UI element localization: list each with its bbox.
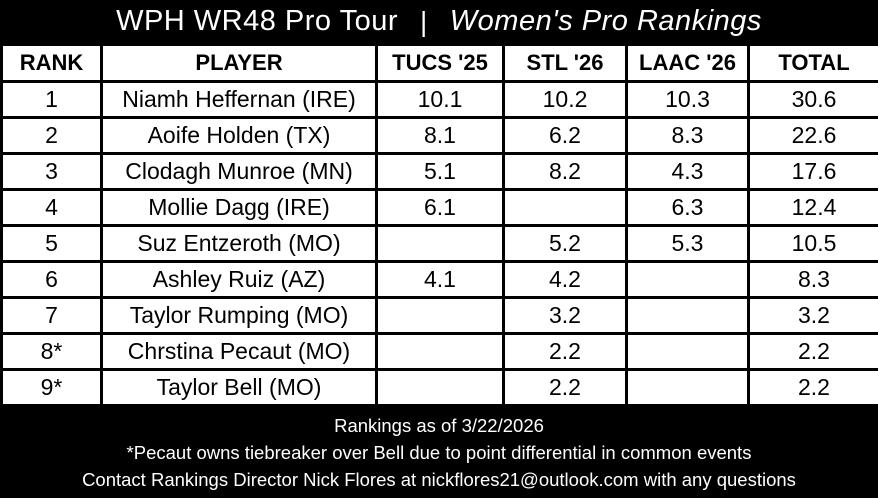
table-row: 1 Niamh Heffernan (IRE) 10.1 10.2 10.3 3… (0, 80, 878, 119)
footer-contact-info: Contact Rankings Director Nick Flores at… (82, 469, 796, 490)
stl-cell: 3.2 (502, 296, 628, 335)
stl-cell (502, 188, 628, 227)
table-row: 3 Clodagh Munroe (MN) 5.1 8.2 4.3 17.6 (0, 152, 878, 191)
table-row: 7 Taylor Rumping (MO) 3.2 3.2 (0, 296, 878, 335)
laac-cell: 10.3 (625, 80, 750, 119)
tucs-cell (375, 368, 505, 407)
table-row: 9* Taylor Bell (MO) 2.2 2.2 (0, 368, 878, 407)
total-cell: 2.2 (747, 368, 878, 407)
stl-cell: 2.2 (502, 332, 628, 371)
laac-cell: 6.3 (625, 188, 750, 227)
laac-cell (625, 296, 750, 335)
stl-cell: 2.2 (502, 368, 628, 407)
rank-cell: 2 (0, 116, 103, 155)
title-separator: | (420, 5, 428, 37)
table-row: 6 Ashley Ruiz (AZ) 4.1 4.2 8.3 (0, 260, 878, 299)
player-cell: Aoife Holden (TX) (100, 116, 378, 155)
rank-cell: 8* (0, 332, 103, 371)
stl-cell: 6.2 (502, 116, 628, 155)
total-cell: 22.6 (747, 116, 878, 155)
tucs-cell (375, 332, 505, 371)
rank-cell: 3 (0, 152, 103, 191)
total-cell: 17.6 (747, 152, 878, 191)
total-cell: 10.5 (747, 224, 878, 263)
player-cell: Taylor Bell (MO) (100, 368, 378, 407)
tucs-cell: 10.1 (375, 80, 505, 119)
title-tour-name: WPH WR48 Pro Tour (116, 5, 399, 37)
total-cell: 8.3 (747, 260, 878, 299)
stl-cell: 8.2 (502, 152, 628, 191)
page-title: WPH WR48 Pro Tour | Women's Pro Rankings (0, 0, 878, 43)
player-cell: Clodagh Munroe (MN) (100, 152, 378, 191)
column-header-player: PLAYER (100, 43, 378, 83)
tucs-cell: 8.1 (375, 116, 505, 155)
rankings-table: RANK PLAYER TUCS '25 STL '26 LAAC '26 TO… (0, 43, 878, 407)
stl-cell: 4.2 (502, 260, 628, 299)
player-cell: Ashley Ruiz (AZ) (100, 260, 378, 299)
tucs-cell (375, 296, 505, 335)
tucs-cell: 4.1 (375, 260, 505, 299)
tucs-cell: 6.1 (375, 188, 505, 227)
table-row: 4 Mollie Dagg (IRE) 6.1 6.3 12.4 (0, 188, 878, 227)
column-header-laac: LAAC '26 (625, 43, 750, 83)
player-cell: Mollie Dagg (IRE) (100, 188, 378, 227)
rank-cell: 9* (0, 368, 103, 407)
column-header-rank: RANK (0, 43, 103, 83)
table-header-row: RANK PLAYER TUCS '25 STL '26 LAAC '26 TO… (0, 43, 878, 83)
stl-cell: 5.2 (502, 224, 628, 263)
total-cell: 12.4 (747, 188, 878, 227)
column-header-tucs: TUCS '25 (375, 43, 505, 83)
player-cell: Niamh Heffernan (IRE) (100, 80, 378, 119)
rank-cell: 1 (0, 80, 103, 119)
tucs-cell: 5.1 (375, 152, 505, 191)
player-cell: Suz Entzeroth (MO) (100, 224, 378, 263)
footer: Rankings as of 3/22/2026 *Pecaut owns ti… (0, 407, 878, 493)
laac-cell (625, 260, 750, 299)
table-row: 8* Chrstina Pecaut (MO) 2.2 2.2 (0, 332, 878, 371)
table-row: 2 Aoife Holden (TX) 8.1 6.2 8.3 22.6 (0, 116, 878, 155)
column-header-stl: STL '26 (502, 43, 628, 83)
rank-cell: 5 (0, 224, 103, 263)
player-cell: Chrstina Pecaut (MO) (100, 332, 378, 371)
tucs-cell (375, 224, 505, 263)
rank-cell: 6 (0, 260, 103, 299)
laac-cell: 5.3 (625, 224, 750, 263)
player-cell: Taylor Rumping (MO) (100, 296, 378, 335)
total-cell: 2.2 (747, 332, 878, 371)
footer-tiebreaker-note: *Pecaut owns tiebreaker over Bell due to… (126, 442, 752, 463)
laac-cell: 4.3 (625, 152, 750, 191)
laac-cell (625, 368, 750, 407)
rank-cell: 4 (0, 188, 103, 227)
laac-cell (625, 332, 750, 371)
title-rankings-label: Women's Pro Rankings (449, 5, 762, 37)
laac-cell: 8.3 (625, 116, 750, 155)
stl-cell: 10.2 (502, 80, 628, 119)
footer-rankings-date: Rankings as of 3/22/2026 (334, 415, 544, 436)
table-row: 5 Suz Entzeroth (MO) 5.2 5.3 10.5 (0, 224, 878, 263)
total-cell: 3.2 (747, 296, 878, 335)
column-header-total: TOTAL (747, 43, 878, 83)
rank-cell: 7 (0, 296, 103, 335)
total-cell: 30.6 (747, 80, 878, 119)
